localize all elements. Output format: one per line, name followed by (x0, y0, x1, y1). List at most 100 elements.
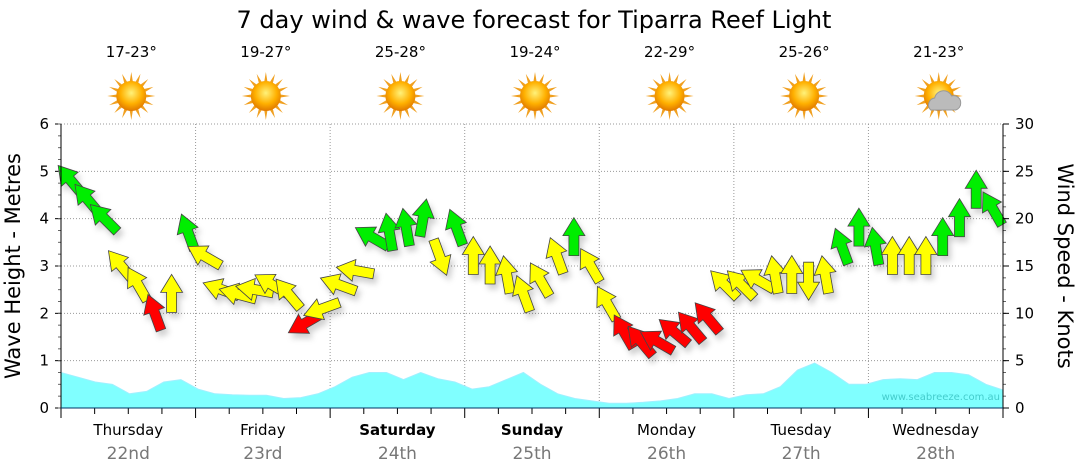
sun-ray (543, 104, 552, 113)
wind-arrow (89, 204, 122, 236)
sun-ray (114, 104, 123, 113)
wind-arrow (897, 235, 921, 275)
temperature-label: 25-26° (779, 43, 830, 61)
y-tick-label: 1 (39, 352, 49, 370)
day-label: Tuesday (770, 421, 832, 439)
wind-arrow (627, 325, 657, 360)
wind-arrow (726, 270, 759, 302)
sun-ray (533, 72, 537, 83)
sun-ray (278, 86, 289, 93)
sun-ray (681, 86, 692, 93)
partly-cloudy-icon (914, 72, 963, 120)
sun-ray (404, 108, 410, 119)
day-label: Thursday (92, 421, 163, 439)
sun-disc (116, 81, 147, 111)
wind-arrow (159, 273, 184, 313)
sun-ray (278, 99, 289, 106)
wind-arrow (319, 273, 359, 297)
sun-ray (816, 86, 827, 93)
sun-ray (378, 86, 389, 93)
sun-ray (376, 94, 387, 98)
sun-ray (678, 104, 687, 113)
sun-ray (652, 104, 661, 113)
sun-ray (404, 73, 410, 84)
day-label: Monday (637, 421, 696, 439)
wind-arrow (478, 245, 502, 285)
date-label: 23rd (243, 444, 282, 464)
sun-ray (538, 73, 545, 84)
wind-arrow (930, 216, 955, 257)
sun-ray (929, 73, 935, 84)
sun-ray (647, 99, 658, 106)
wind-arrow (411, 198, 435, 238)
sun-ray (812, 79, 822, 88)
sun-ray (139, 79, 149, 88)
sun-ray (518, 79, 527, 88)
sun-ray (667, 72, 672, 83)
sun-ray (264, 109, 268, 120)
chart-title: 7 day wind & wave forecast for Tiparra R… (237, 6, 832, 34)
cloud (928, 90, 962, 111)
sun-ray (274, 79, 283, 88)
wind-arrow (813, 255, 837, 295)
wind-arrow (529, 262, 555, 299)
sun-ray (802, 72, 806, 83)
sun-disc (654, 81, 685, 111)
sun-ray (645, 94, 656, 98)
sun-ray (921, 104, 931, 113)
wind-arrow (512, 274, 535, 314)
sun-ray (409, 79, 418, 88)
sun-ray (787, 79, 796, 88)
wind-arrow (545, 236, 569, 276)
sun-ray (143, 99, 154, 106)
day-label: Friday (240, 421, 286, 439)
sun-ray (414, 94, 425, 98)
sun-ray (921, 79, 931, 88)
sun-ray (274, 104, 283, 113)
sun-ray (518, 104, 527, 113)
sun-ray (122, 73, 128, 84)
sun-ray (538, 108, 545, 119)
sun-ray (780, 94, 791, 98)
sun-ray (681, 99, 692, 106)
sun-icon (645, 72, 694, 120)
grid (61, 123, 1003, 408)
sun-ray (264, 72, 268, 83)
sun-ray (256, 108, 263, 119)
sun-icon (376, 72, 425, 120)
sun-ray (269, 108, 276, 119)
wind-arrow (445, 208, 468, 248)
temperature-label: 19-27° (240, 43, 291, 61)
sun-ray (647, 86, 658, 93)
sun-ray (652, 79, 661, 88)
y-axis-label: Wave Height - Metres (1, 153, 25, 379)
day-label: Saturday (359, 421, 436, 439)
sun-ray (248, 79, 258, 88)
wind-arrow (143, 293, 167, 333)
sun-ray (248, 104, 258, 113)
sun-ray (812, 104, 822, 113)
temperature-label: 25-28° (375, 43, 426, 61)
sun-ray (114, 79, 123, 88)
sun-ray (794, 108, 801, 119)
sun-ray (511, 94, 522, 98)
sun-ray (122, 108, 128, 119)
wind-arrow (947, 197, 972, 238)
sun-icon (107, 72, 156, 120)
wind-arrow (780, 254, 804, 294)
wind-arrow (830, 227, 854, 267)
y2-axis-label: Wind Speed - Knots (1053, 163, 1077, 368)
sun-ray (683, 94, 694, 98)
sun-ray (547, 99, 558, 106)
day-label: Wednesday (892, 421, 979, 439)
sun-ray (512, 86, 523, 93)
sun-ray (412, 86, 423, 93)
sun-ray (145, 94, 156, 98)
sun-ray (109, 99, 120, 106)
sun-ray (802, 109, 806, 120)
wind-arrow (187, 245, 224, 271)
sun-ray (533, 109, 537, 120)
wind-arrow (428, 237, 452, 277)
sun-ray (942, 73, 948, 84)
wind-arrow (880, 235, 905, 275)
